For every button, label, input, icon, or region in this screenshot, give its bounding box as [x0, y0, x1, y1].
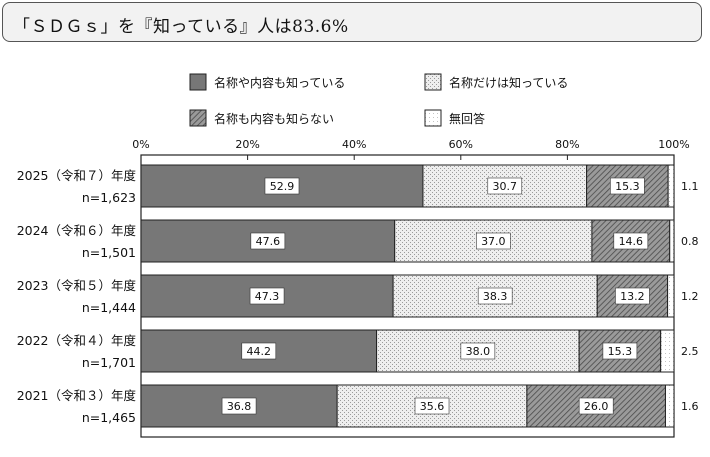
bar-segment — [669, 219, 675, 263]
data-label-box — [613, 232, 649, 250]
data-label-box — [249, 287, 285, 305]
x-tick-label: 20% — [235, 138, 259, 151]
bars: 52.9 30.7 15.3 1.1 47.6 37.0 14.6 0.8 47.3 38.3 13… — [140, 164, 699, 428]
data-label-no-answer: 1.6 — [681, 400, 699, 413]
x-tick-label: 80% — [555, 138, 579, 151]
data-label-no-answer: 0.8 — [681, 235, 699, 248]
x-tick-label: 60% — [449, 138, 473, 151]
title-box: 「ＳＤＧｓ」を『知っている』人は83.6% — [2, 2, 702, 42]
data-label-box — [610, 177, 645, 195]
category-n-label: n=1,444 — [82, 300, 136, 315]
bar-row: 44.2 38.0 15.3 2.5 — [140, 329, 699, 373]
data-label-box — [250, 232, 286, 250]
bar-segment — [667, 274, 675, 318]
category-year-label: 2022（令和４）年度 — [17, 333, 137, 348]
data-label-box — [615, 287, 650, 305]
data-label: 38.0 — [466, 345, 491, 358]
legend-label-2: 名称だけは知っている — [449, 75, 568, 90]
category-year-label: 2021（令和３）年度 — [17, 388, 137, 403]
data-label: 15.3 — [615, 180, 640, 193]
data-label-box — [221, 397, 257, 415]
data-label-box — [241, 342, 277, 360]
legend-label-3: 名称も内容も知らない — [214, 111, 334, 126]
data-label: 37.0 — [481, 235, 506, 248]
category-n-label: n=1,701 — [82, 355, 136, 370]
x-axis: 0% 20% 40% 60% 80% 100% — [132, 138, 690, 438]
chart-title: 「ＳＤＧｓ」を『知っている』人は83.6% — [13, 17, 349, 37]
data-label: 14.6 — [619, 235, 644, 248]
legend-swatch-1 — [189, 73, 207, 91]
category-n-label: n=1,623 — [82, 190, 136, 205]
data-label: 30.7 — [493, 180, 518, 193]
data-label: 52.9 — [270, 180, 295, 193]
category-n-label: n=1,501 — [82, 245, 136, 260]
data-label: 15.3 — [608, 345, 633, 358]
category-n-label: n=1,465 — [82, 410, 136, 425]
data-label-box — [602, 342, 638, 360]
bar-segment — [660, 329, 675, 373]
bar-row: 47.6 37.0 14.6 0.8 — [140, 219, 699, 263]
data-label: 47.6 — [256, 235, 281, 248]
legend-label-1: 名称や内容も知っている — [214, 75, 345, 90]
data-label-box — [476, 232, 511, 250]
legend-swatch-2 — [424, 73, 442, 91]
bar-segment — [667, 164, 675, 208]
data-label-box — [460, 342, 496, 360]
legend-label-4: 無回答 — [449, 111, 485, 126]
category-year-label: 2025（令和７）年度 — [17, 168, 137, 183]
data-label-box — [264, 177, 300, 195]
data-label: 44.2 — [247, 345, 272, 358]
x-tick-label: 0% — [132, 138, 149, 151]
category-year-label: 2023（令和５）年度 — [17, 278, 137, 293]
data-label: 36.8 — [227, 400, 252, 413]
data-label: 26.0 — [584, 400, 609, 413]
legend-swatch-4 — [424, 109, 442, 127]
data-label-box — [477, 287, 513, 305]
data-label-box — [578, 397, 614, 415]
data-label: 13.2 — [620, 290, 645, 303]
data-label-box — [487, 177, 523, 195]
y-axis-labels: 2025（令和７）年度 n=1,623 2024（令和６）年度 n=1,501 2023… — [17, 168, 137, 425]
legend-swatch-3 — [189, 109, 207, 127]
bar-row: 47.3 38.3 13.2 1.2 — [140, 274, 699, 318]
data-label: 38.3 — [483, 290, 508, 303]
bar-row: 52.9 30.7 15.3 1.1 — [140, 164, 699, 208]
x-tick-label: 100% — [658, 138, 689, 151]
data-label-no-answer: 1.2 — [681, 290, 699, 303]
data-label-box — [414, 397, 450, 415]
bar-segment — [664, 384, 675, 428]
data-label: 47.3 — [255, 290, 280, 303]
category-year-label: 2024（令和６）年度 — [17, 223, 137, 238]
bar-row: 36.8 35.6 26.0 1.6 — [140, 384, 699, 428]
data-label: 35.6 — [420, 400, 445, 413]
data-label-no-answer: 1.1 — [681, 180, 699, 193]
data-label-no-answer: 2.5 — [681, 345, 699, 358]
x-tick-label: 40% — [342, 138, 366, 151]
